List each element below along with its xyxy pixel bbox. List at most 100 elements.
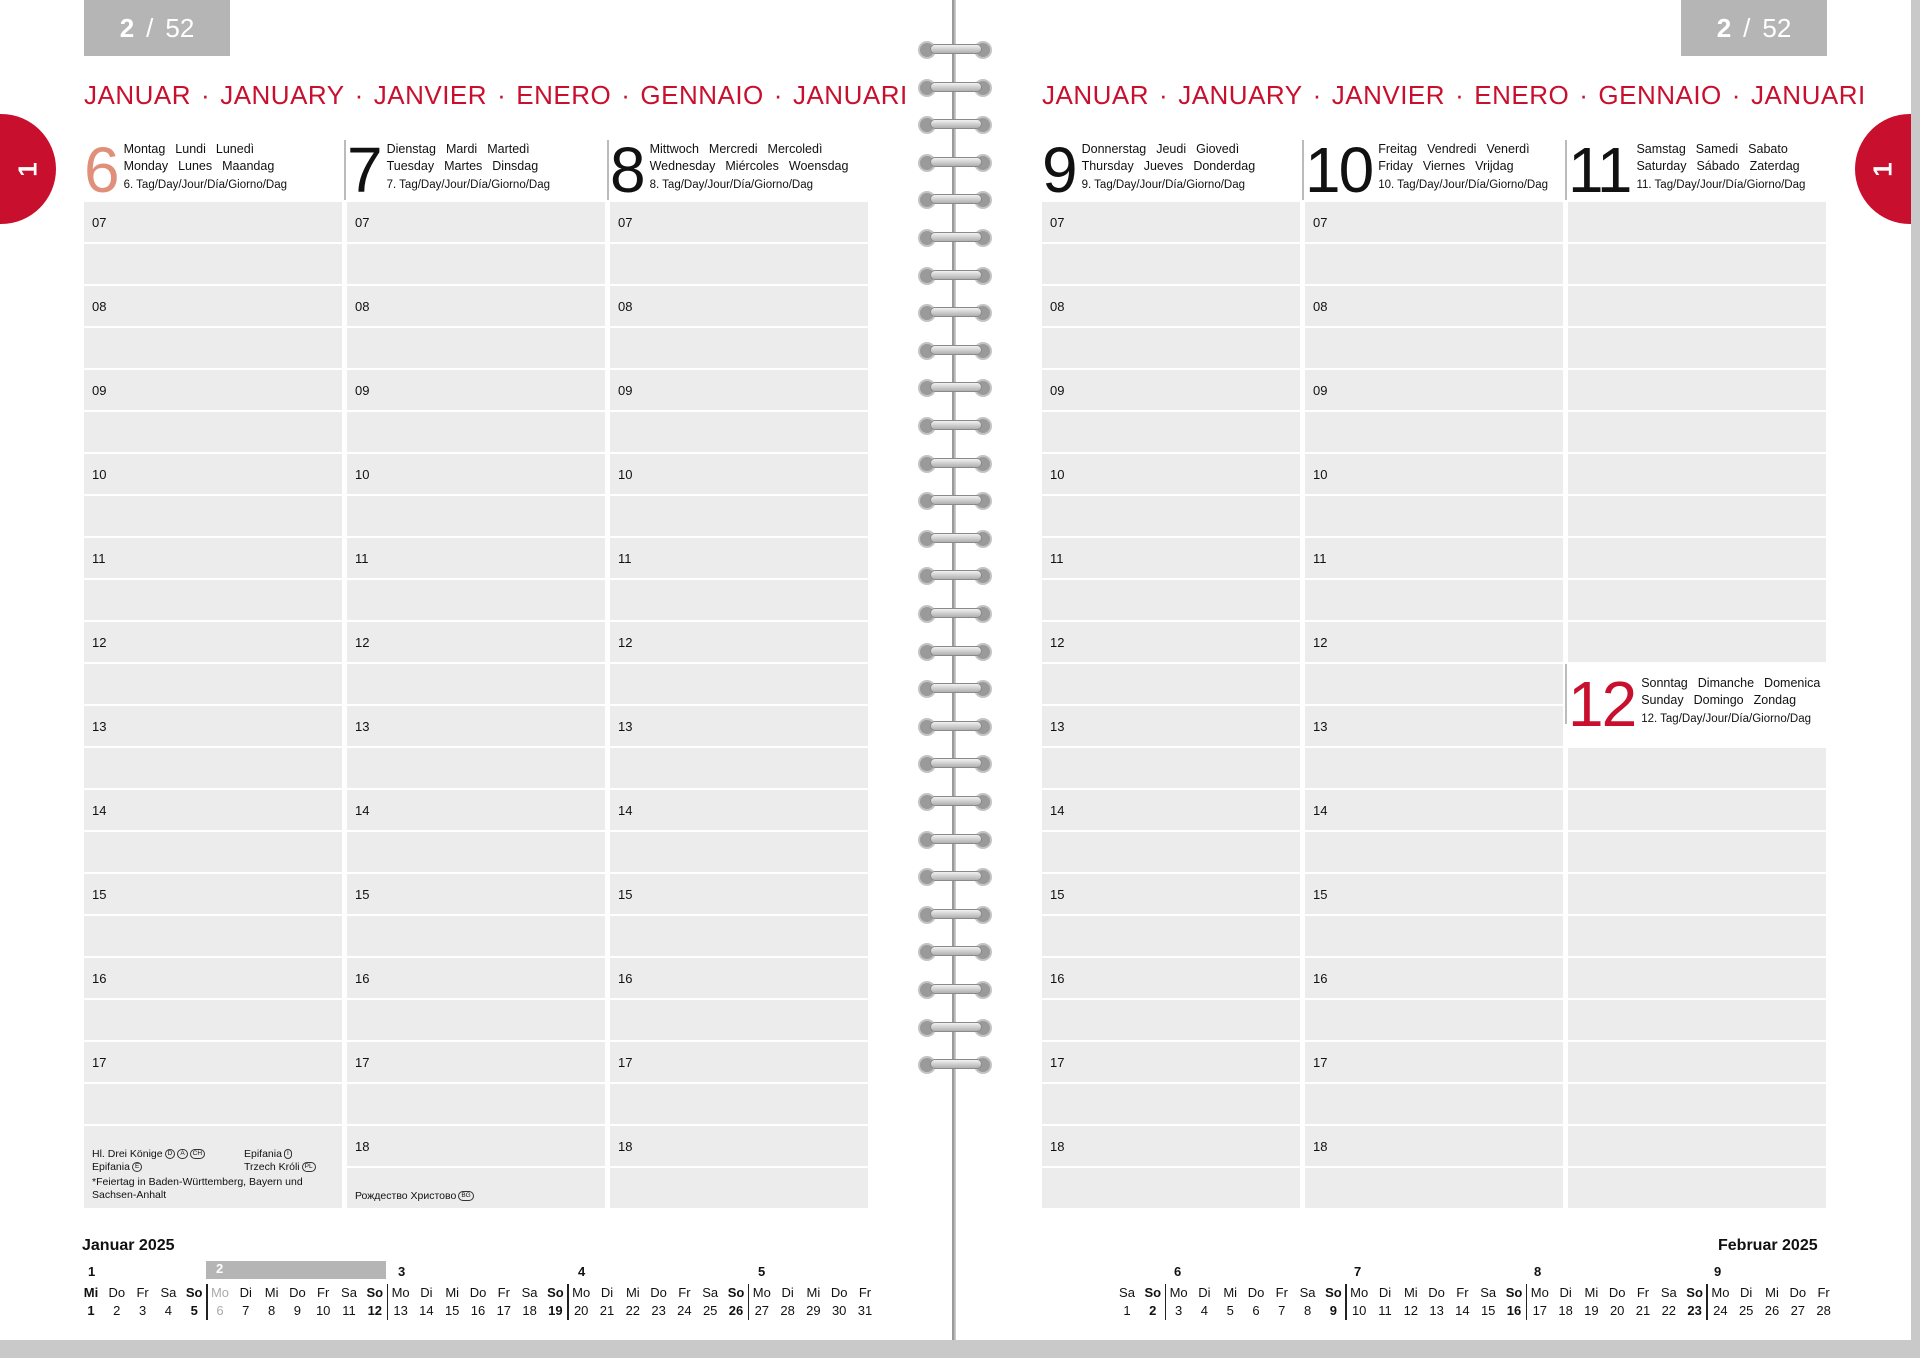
mini-day[interactable]: 12 xyxy=(1403,1303,1419,1318)
time-slot[interactable]: 07 xyxy=(1305,202,1563,242)
time-slot[interactable] xyxy=(84,748,342,788)
time-slot[interactable] xyxy=(1305,244,1563,284)
mini-day[interactable]: 17 xyxy=(496,1303,512,1318)
time-slot[interactable]: 14 xyxy=(610,790,868,830)
time-slot[interactable] xyxy=(1042,496,1300,536)
mini-day[interactable]: 20 xyxy=(1609,1303,1625,1318)
time-slot[interactable] xyxy=(1042,244,1300,284)
mini-day[interactable]: 20 xyxy=(573,1303,589,1318)
time-slot[interactable]: 11 xyxy=(1305,538,1563,578)
time-slot[interactable]: 11 xyxy=(84,538,342,578)
time-slot[interactable] xyxy=(1568,832,1826,872)
time-slot[interactable]: 13 xyxy=(84,706,342,746)
time-slot[interactable]: 13 xyxy=(1042,706,1300,746)
time-slot[interactable] xyxy=(347,328,605,368)
time-slot[interactable] xyxy=(84,1084,342,1124)
mini-day[interactable]: 29 xyxy=(806,1303,821,1318)
mini-day[interactable]: 21 xyxy=(1635,1303,1651,1318)
time-slot[interactable] xyxy=(610,1168,868,1208)
time-slot[interactable]: 09 xyxy=(1305,370,1563,410)
time-slot[interactable]: 11 xyxy=(610,538,868,578)
mini-day[interactable]: 26 xyxy=(728,1303,744,1318)
time-slot[interactable] xyxy=(1042,412,1300,452)
time-slot[interactable]: 13 xyxy=(610,706,868,746)
mini-day[interactable]: 6 xyxy=(216,1303,224,1318)
time-slot[interactable]: 11 xyxy=(1042,538,1300,578)
time-slot[interactable] xyxy=(347,1000,605,1040)
time-slot[interactable] xyxy=(1042,748,1300,788)
time-slot[interactable]: 07 xyxy=(1042,202,1300,242)
time-slot[interactable]: 10 xyxy=(1305,454,1563,494)
time-slot[interactable] xyxy=(1568,538,1826,578)
time-slot[interactable] xyxy=(1568,622,1826,662)
mini-day[interactable]: 27 xyxy=(1790,1303,1806,1318)
time-slot[interactable] xyxy=(1568,244,1826,284)
time-slot[interactable] xyxy=(1305,664,1563,704)
time-slot[interactable] xyxy=(1042,1084,1300,1124)
time-slot[interactable] xyxy=(1568,790,1826,830)
time-slot[interactable] xyxy=(1568,286,1826,326)
time-slot[interactable] xyxy=(1568,328,1826,368)
time-slot[interactable]: 10 xyxy=(84,454,342,494)
time-slot[interactable] xyxy=(1568,412,1826,452)
time-slot[interactable]: 14 xyxy=(347,790,605,830)
time-slot[interactable] xyxy=(347,496,605,536)
time-slot[interactable]: 09 xyxy=(1042,370,1300,410)
time-slot[interactable]: 15 xyxy=(84,874,342,914)
time-slot[interactable] xyxy=(84,832,342,872)
time-slot[interactable]: 18 xyxy=(1042,1126,1300,1166)
mini-day[interactable]: 12 xyxy=(367,1303,383,1318)
time-slot[interactable]: 14 xyxy=(1042,790,1300,830)
time-slot[interactable]: 15 xyxy=(1042,874,1300,914)
time-slot[interactable] xyxy=(1568,454,1826,494)
mini-day[interactable]: 18 xyxy=(522,1303,537,1318)
time-slot[interactable]: 16 xyxy=(1042,958,1300,998)
time-slot[interactable] xyxy=(84,664,342,704)
time-slot[interactable]: 07 xyxy=(84,202,342,242)
time-slot[interactable]: 08 xyxy=(1042,286,1300,326)
time-slot[interactable]: 16 xyxy=(84,958,342,998)
time-slot[interactable]: 08 xyxy=(1305,286,1563,326)
time-slot[interactable]: Рождество Христово BG xyxy=(347,1168,605,1208)
time-slot[interactable]: 13 xyxy=(1305,706,1563,746)
mini-day[interactable]: 10 xyxy=(1351,1303,1367,1318)
mini-day[interactable]: 18 xyxy=(1558,1303,1573,1318)
time-slot[interactable]: 08 xyxy=(347,286,605,326)
time-slot[interactable] xyxy=(1568,916,1826,956)
time-slot[interactable] xyxy=(1305,916,1563,956)
mini-day[interactable]: 19 xyxy=(1584,1303,1599,1318)
mini-day[interactable]: 24 xyxy=(677,1303,692,1318)
time-slot[interactable] xyxy=(84,1000,342,1040)
time-slot[interactable] xyxy=(610,496,868,536)
time-slot[interactable] xyxy=(1568,1126,1826,1166)
time-slot[interactable] xyxy=(1042,328,1300,368)
time-slot[interactable] xyxy=(347,748,605,788)
time-slot[interactable] xyxy=(1568,958,1826,998)
time-slot[interactable]: 10 xyxy=(610,454,868,494)
time-slot[interactable] xyxy=(1568,580,1826,620)
time-slot[interactable] xyxy=(84,412,342,452)
mini-day[interactable]: 28 xyxy=(1816,1303,1831,1318)
time-slot[interactable] xyxy=(1305,832,1563,872)
time-slot[interactable] xyxy=(84,580,342,620)
time-slot[interactable] xyxy=(1568,1084,1826,1124)
time-slot[interactable] xyxy=(347,664,605,704)
mini-day[interactable]: 2 xyxy=(1149,1303,1157,1318)
time-slot[interactable] xyxy=(610,412,868,452)
mini-day[interactable]: 31 xyxy=(857,1303,873,1318)
time-slot[interactable] xyxy=(1305,1084,1563,1124)
time-slot[interactable] xyxy=(347,1084,605,1124)
mini-day[interactable]: 25 xyxy=(702,1303,718,1318)
time-slot[interactable]: 16 xyxy=(1305,958,1563,998)
mini-day[interactable]: 11 xyxy=(342,1303,356,1318)
time-slot[interactable]: 12 xyxy=(84,622,342,662)
time-slot[interactable] xyxy=(1568,1168,1826,1208)
mini-day[interactable]: 9 xyxy=(293,1303,301,1318)
time-slot[interactable] xyxy=(610,1000,868,1040)
time-slot[interactable] xyxy=(610,328,868,368)
time-slot[interactable]: 15 xyxy=(347,874,605,914)
time-slot[interactable]: 11 xyxy=(347,538,605,578)
time-slot[interactable] xyxy=(1568,748,1826,788)
mini-day[interactable]: 5 xyxy=(190,1303,198,1318)
time-slot[interactable]: 16 xyxy=(347,958,605,998)
